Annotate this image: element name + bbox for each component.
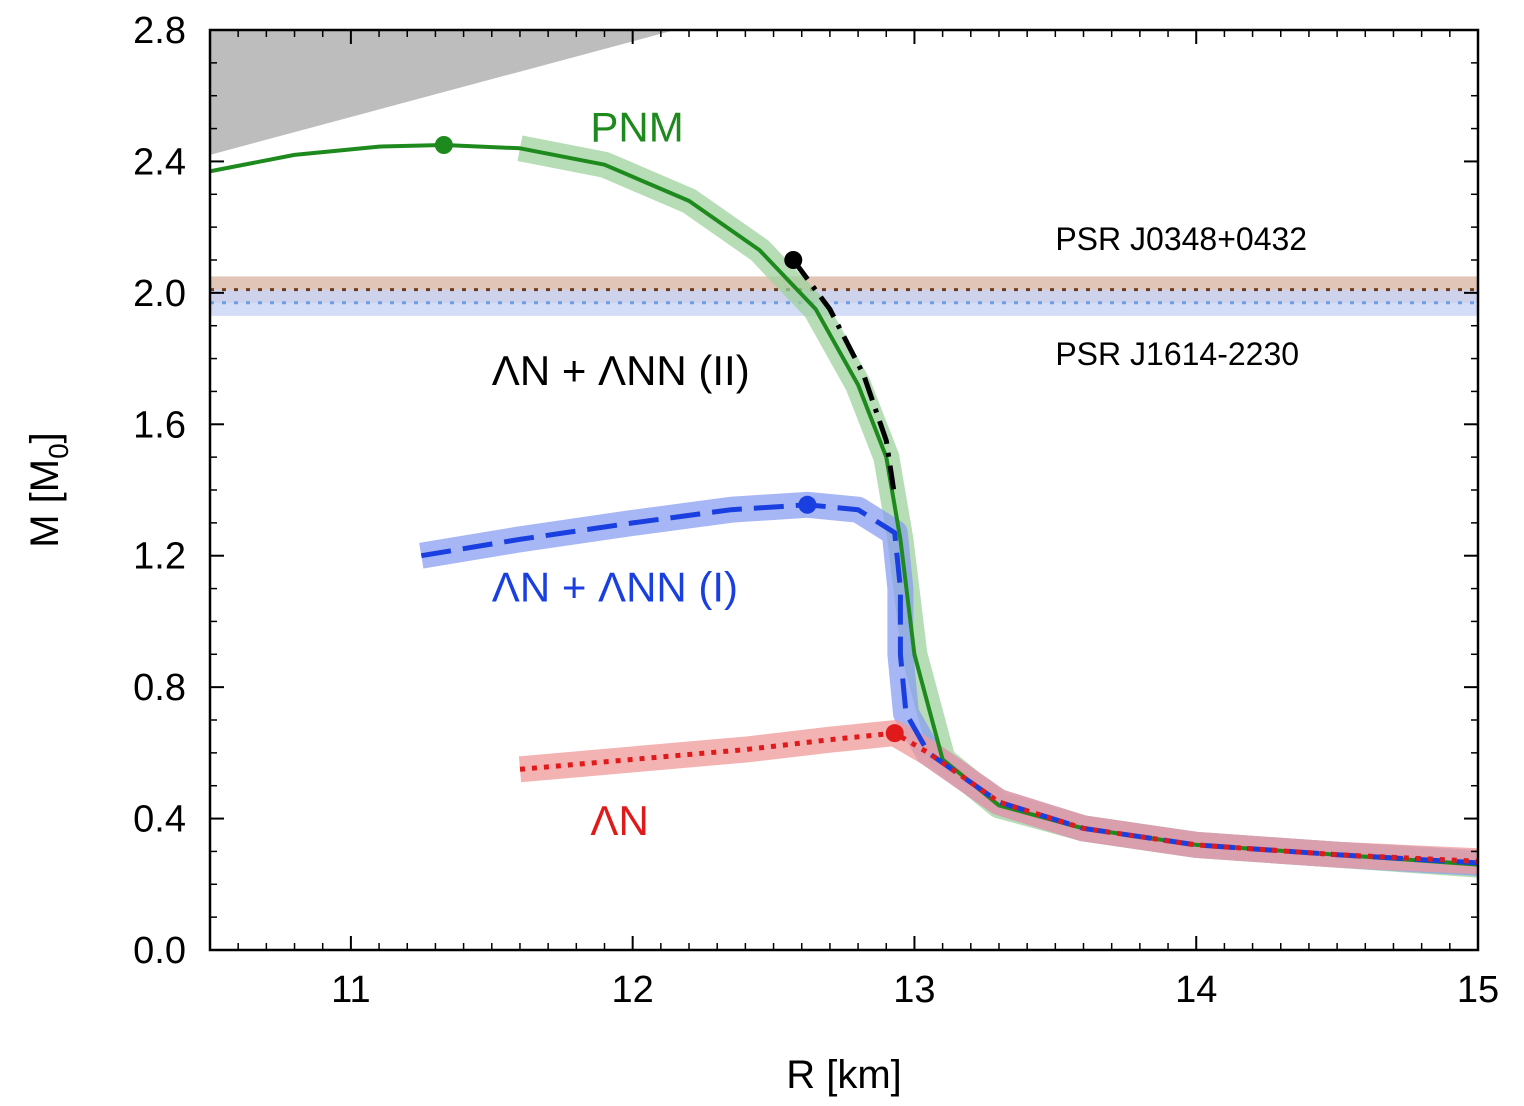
psr-band-1 — [210, 289, 1478, 316]
series-line-2 — [420, 502, 1478, 866]
series-band-3 — [518, 720, 1478, 875]
y-tick-label-6: 2.4 — [133, 141, 186, 183]
x-tick-label-0: 11 — [331, 969, 370, 1011]
y-axis-label: M [M0] — [23, 432, 74, 548]
x-tick-label-1: 12 — [612, 969, 654, 1011]
y-tick-label-4: 1.6 — [133, 404, 186, 446]
annotation-5: PSR J1614-2230 — [1055, 336, 1299, 372]
series-band-2 — [419, 491, 1478, 876]
x-axis-label: R [km] — [786, 1053, 902, 1097]
plot-frame — [208, 28, 1480, 952]
x-tick-label-4: 15 — [1457, 969, 1499, 1011]
annotation-4: PSR J0348+0432 — [1055, 221, 1307, 257]
annotation-2: ΛN + ΛNN (I) — [492, 564, 738, 611]
annotations: PNM ΛN + ΛNN (II) ΛN + ΛNN (I) ΛN PSR J0348+… — [492, 104, 1307, 844]
max-point-3 — [885, 724, 904, 743]
y-tick-label-1: 0.4 — [133, 799, 186, 841]
excluded-region — [210, 30, 675, 155]
y-tick-label-2: 0.8 — [133, 667, 186, 709]
x-tick-label-2: 13 — [893, 969, 935, 1011]
plot-area — [210, 30, 1478, 878]
annotation-1: ΛN + ΛNN (II) — [492, 347, 750, 394]
max-point-1 — [784, 251, 803, 269]
max-point-0 — [434, 136, 453, 154]
annotation-3: ΛN — [590, 797, 648, 844]
axes: 11 12 13 14 15 0.0 0.4 0.8 1.2 1.6 2.0 2.4 2.8 — [133, 10, 1499, 1011]
y-tick-label-3: 1.2 — [133, 536, 186, 578]
max-point-2 — [798, 495, 817, 514]
y-tick-label-5: 2.0 — [133, 273, 186, 315]
y-tick-label-0: 0.0 — [133, 930, 186, 972]
y-tick-label-7: 2.8 — [133, 10, 186, 52]
x-tick-label-3: 14 — [1175, 969, 1217, 1011]
annotation-0: PNM — [590, 104, 683, 151]
